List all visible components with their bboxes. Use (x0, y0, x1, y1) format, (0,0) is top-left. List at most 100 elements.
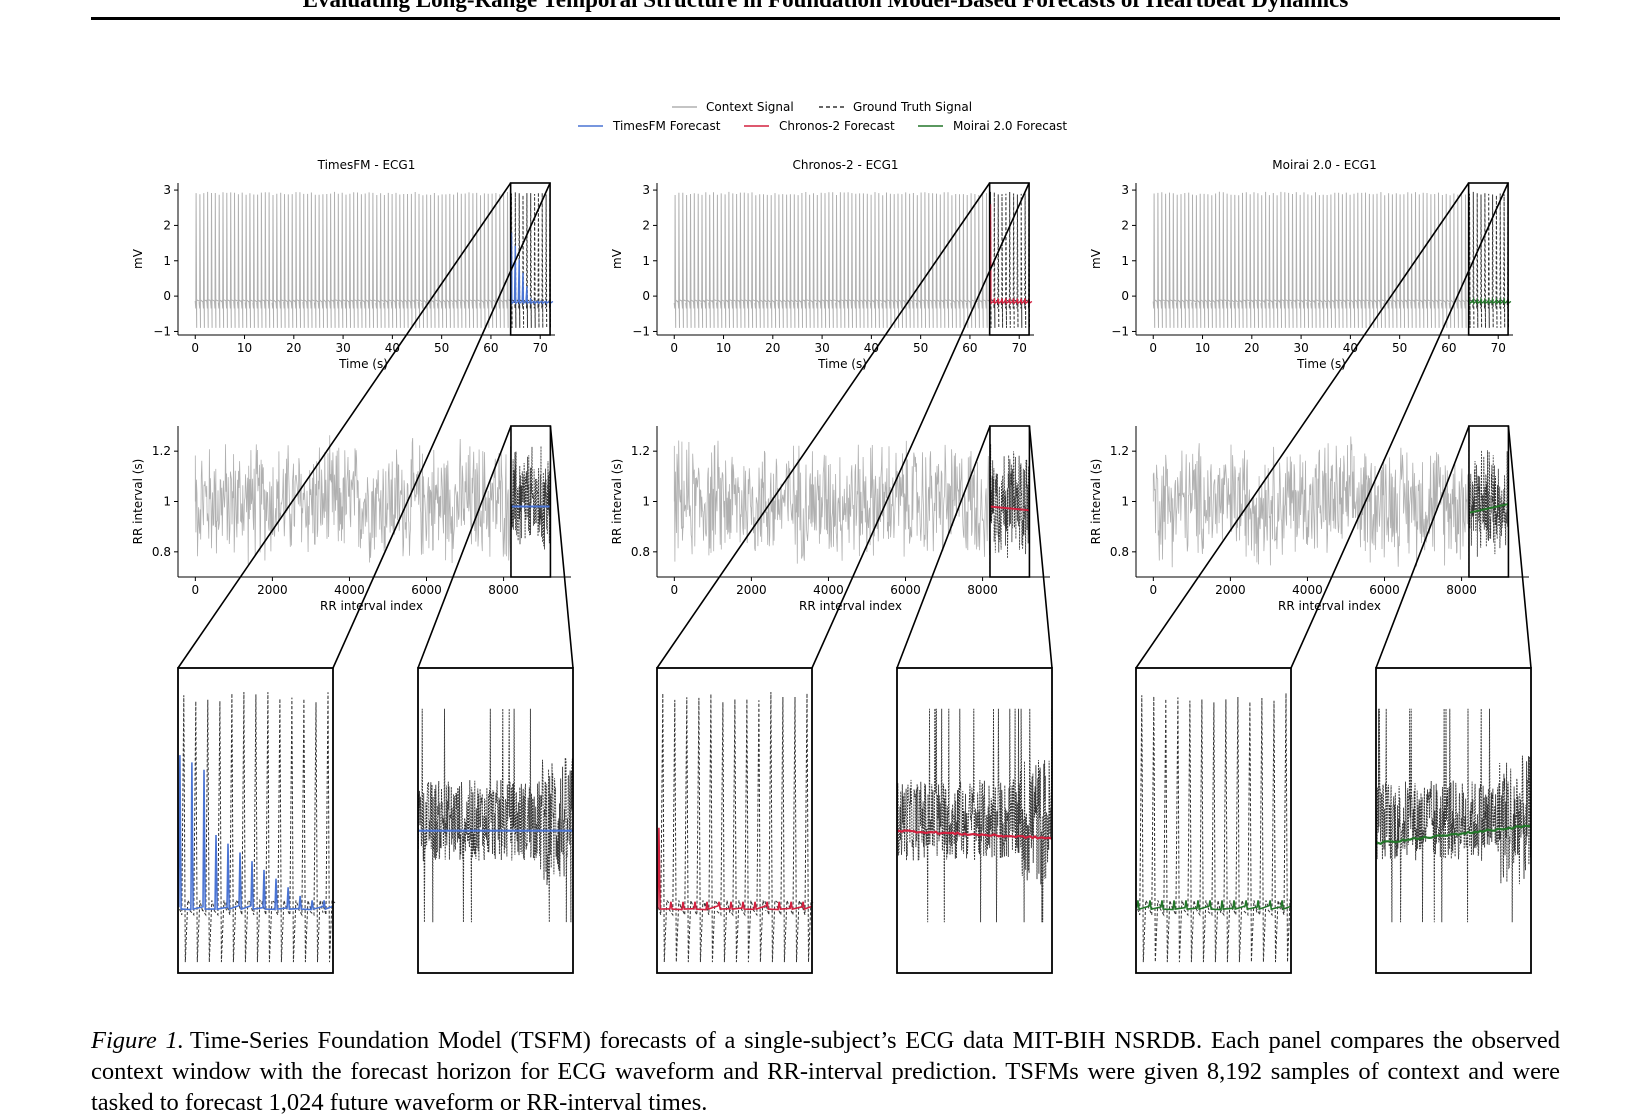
ecg-ylabel-1: mV (610, 248, 624, 269)
rr-zoom-connector-1 (896, 425, 991, 669)
ecg-title-0: TimesFM - ECG1 (317, 158, 416, 172)
ecg-x-tick-label-2: 70 (1491, 341, 1506, 355)
ecg-panel-0: 0 10 20 30 40 50 60 70 −1 0 1 2 3 Time (s) mV TimesFM -… (131, 158, 555, 371)
rr-zoom-frame-0 (417, 667, 574, 974)
ecg-zoom-connector-2 (1290, 182, 1509, 669)
ecg-y-tick-label-1: 1 (642, 254, 650, 268)
rr-forecast-line-1 (989, 505, 1030, 512)
rr-panel-0: 0 2000 4000 6000 8000 0.8 1 1.2 RR interval inde… (131, 425, 571, 613)
ecg-y-tick-label-1: 0 (642, 289, 650, 303)
rr-ground-truth-line-2 (1468, 450, 1509, 557)
ecg-x-tick-label-2: 10 (1195, 341, 1210, 355)
ecg-y-tick-label-0: 3 (163, 183, 171, 197)
rr-zoom-inset-2 (1375, 667, 1532, 974)
ecg-x-tick-label-1: 0 (670, 341, 678, 355)
ecg-x-tick-label-0: 30 (335, 341, 350, 355)
ecg-zoom-ground-truth-0 (177, 691, 336, 963)
ecg-xlabel-0: Time (s) (338, 357, 388, 371)
ecg-x-tick-label-2: 40 (1343, 341, 1358, 355)
rr-y-tick-label-2: 1 (1121, 495, 1129, 509)
ecg-zoom-ground-truth-1 (656, 691, 815, 963)
legend-moirai-label: Moirai 2.0 Forecast (953, 119, 1067, 133)
ecg-y-tick-label-1: −1 (632, 324, 650, 338)
ecg-x-tick-label-2: 60 (1441, 341, 1456, 355)
ecg-zoom-connector-0 (177, 182, 512, 669)
ecg-forecast-line-2 (1467, 297, 1512, 305)
rr-zoom-forecast-1 (896, 829, 1053, 840)
ecg-y-tick-label-0: 0 (163, 289, 171, 303)
rr-x-tick-label-0: 6000 (411, 583, 442, 597)
figure: Context Signal Ground Truth Signal Times… (131, 100, 1532, 974)
legend: Context Signal Ground Truth Signal Times… (578, 100, 1067, 133)
ecg-y-tick-label-1: 3 (642, 183, 650, 197)
rr-zoom-frame-2 (1375, 667, 1532, 974)
ecg-zoom-frame-2 (1135, 667, 1292, 974)
header-rule (91, 17, 1560, 20)
ecg-x-tick-label-2: 0 (1149, 341, 1157, 355)
page-header: Evaluating Long-Range Temporal Structure… (91, 0, 1560, 18)
rr-ground-truth-line-1 (989, 443, 1030, 559)
ecg-x-tick-label-1: 30 (814, 341, 829, 355)
ecg-ylabel-0: mV (131, 248, 145, 269)
ecg-ground-truth-line-1 (989, 191, 1030, 328)
ecg-zoom-connector-1 (811, 182, 1030, 669)
ecg-forecast-line-1 (988, 204, 1033, 305)
rr-zoom-inset-1 (896, 667, 1053, 974)
ecg-title-1: Chronos-2 - ECG1 (792, 158, 898, 172)
ecg-zoom-connector-0 (332, 182, 551, 669)
rr-x-tick-label-2: 8000 (1446, 583, 1477, 597)
ecg-y-tick-label-2: 3 (1121, 183, 1129, 197)
ecg-x-tick-label-0: 60 (483, 341, 498, 355)
ecg-zoom-box-0 (509, 182, 551, 336)
ecg-y-tick-label-0: 1 (163, 254, 171, 268)
ecg-forecast-line-0 (509, 232, 554, 305)
rr-zoom-connector-2 (1375, 425, 1470, 669)
ecg-zoom-box-2 (1467, 182, 1509, 336)
ecg-x-tick-label-0: 40 (385, 341, 400, 355)
rr-panel-2: 0 2000 4000 6000 8000 0.8 1 1.2 RR interval inde… (1089, 425, 1529, 613)
rr-x-tick-label-2: 4000 (1292, 583, 1323, 597)
ecg-y-tick-label-2: 0 (1121, 289, 1129, 303)
ecg-zoom-frame-0 (177, 667, 334, 974)
rr-panel-1: 0 2000 4000 6000 8000 0.8 1 1.2 RR interval inde… (610, 425, 1050, 613)
ecg-context-line-0 (194, 191, 513, 328)
rr-ylabel-2: RR interval (s) (1089, 459, 1103, 545)
ecg-ground-truth-line-2 (1468, 191, 1509, 328)
ecg-zoom-forecast-0 (177, 755, 334, 911)
rr-y-tick-label-0: 0.8 (152, 545, 171, 559)
rr-context-line-1 (673, 440, 991, 564)
ecg-zoom-connector-2 (1135, 182, 1470, 669)
rr-ylabel-1: RR interval (s) (610, 459, 624, 545)
rr-xlabel-1: RR interval index (799, 599, 902, 613)
ecg-panel-1: 0 10 20 30 40 50 60 70 −1 0 1 2 3 Time (s) mV Chronos-2… (610, 158, 1034, 371)
rr-xlabel-0: RR interval index (320, 599, 423, 613)
ecg-zoom-frame-1 (656, 667, 813, 974)
rr-y-tick-label-2: 1.2 (1110, 444, 1129, 458)
rr-ground-truth-line-0 (510, 446, 551, 550)
rr-x-tick-label-2: 0 (1150, 583, 1158, 597)
rr-x-tick-label-2: 2000 (1215, 583, 1246, 597)
ecg-zoom-forecast-2 (1135, 900, 1292, 911)
ecg-zoom-box-1 (988, 182, 1030, 336)
rr-zoom-connector-0 (549, 425, 574, 669)
ecg-zoom-inset-1 (656, 667, 815, 974)
ecg-y-tick-label-2: 2 (1121, 218, 1129, 232)
rr-x-tick-label-1: 2000 (736, 583, 767, 597)
figure-caption: Figure 1. Time-Series Foundation Model (T… (91, 1025, 1560, 1118)
ecg-y-tick-label-2: 1 (1121, 254, 1129, 268)
legend-chronos-label: Chronos-2 Forecast (779, 119, 895, 133)
caption-label: Figure 1. (91, 1027, 184, 1054)
rr-zoom-ground-truth-1 (896, 708, 1053, 923)
rr-x-tick-label-2: 6000 (1369, 583, 1400, 597)
ecg-x-tick-label-1: 60 (962, 341, 977, 355)
rr-context-line-0 (194, 435, 512, 565)
rr-zoom-frame-1 (896, 667, 1053, 974)
rr-zoom-box-1 (989, 425, 1031, 578)
ecg-context-line-1 (673, 191, 992, 328)
legend-ground-truth-label: Ground Truth Signal (853, 100, 972, 114)
rr-x-tick-label-0: 2000 (257, 583, 288, 597)
rr-y-tick-label-0: 1.2 (152, 444, 171, 458)
rr-xlabel-2: RR interval index (1278, 599, 1381, 613)
rr-x-tick-label-1: 0 (671, 583, 679, 597)
ecg-xlabel-1: Time (s) (817, 357, 867, 371)
